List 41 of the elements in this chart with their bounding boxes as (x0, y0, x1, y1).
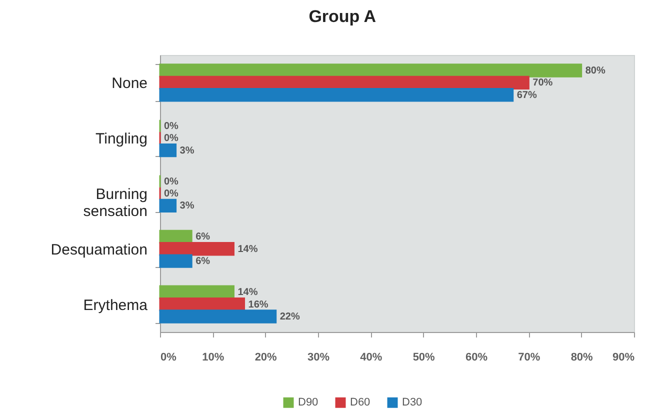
data-label: 0% (164, 188, 179, 200)
data-label: 67% (516, 90, 537, 101)
x-tick-label: 70% (518, 352, 540, 364)
data-label: 80% (585, 66, 606, 77)
data-label: 22% (280, 311, 300, 322)
y-tick-label: Tingling (96, 130, 148, 148)
data-label: 0% (164, 133, 179, 144)
x-tick-label: 20% (254, 352, 278, 364)
bar (159, 143, 177, 158)
x-tick-label: 60% (465, 352, 488, 364)
x-tick-label: 10% (202, 352, 224, 364)
y-tick-label: Burning sensation (83, 186, 148, 220)
data-label: 0% (164, 120, 179, 132)
data-label: 70% (532, 78, 553, 89)
data-label: 3% (180, 200, 194, 212)
data-label: 14% (238, 287, 258, 298)
bar (159, 254, 192, 268)
x-tick-label: 0% (160, 352, 177, 364)
bar (159, 242, 234, 256)
data-label: 14% (238, 244, 258, 255)
data-label: 16% (248, 299, 268, 310)
data-label: 0% (164, 176, 179, 188)
bar (159, 198, 177, 213)
legend-label: D60 (350, 396, 370, 409)
x-tick-label: 90% (612, 352, 635, 364)
y-tick-label: Desquamation (50, 241, 148, 258)
data-label: 6% (196, 232, 210, 243)
chart-title: Group A (308, 7, 376, 26)
x-tick-label: 30% (307, 352, 330, 364)
bar (159, 310, 277, 324)
data-label: 6% (196, 256, 210, 268)
data-label: 3% (180, 145, 194, 156)
bar (159, 88, 514, 102)
x-tick-label: 40% (360, 352, 382, 364)
y-tick-label: None (112, 75, 148, 92)
legend-label: D90 (298, 396, 318, 409)
y-tick-label: Erythema (83, 296, 148, 314)
x-tick-label: 50% (412, 352, 436, 364)
bar (159, 64, 582, 78)
x-tick-label: 80% (570, 352, 594, 364)
legend-label: D30 (402, 396, 422, 409)
